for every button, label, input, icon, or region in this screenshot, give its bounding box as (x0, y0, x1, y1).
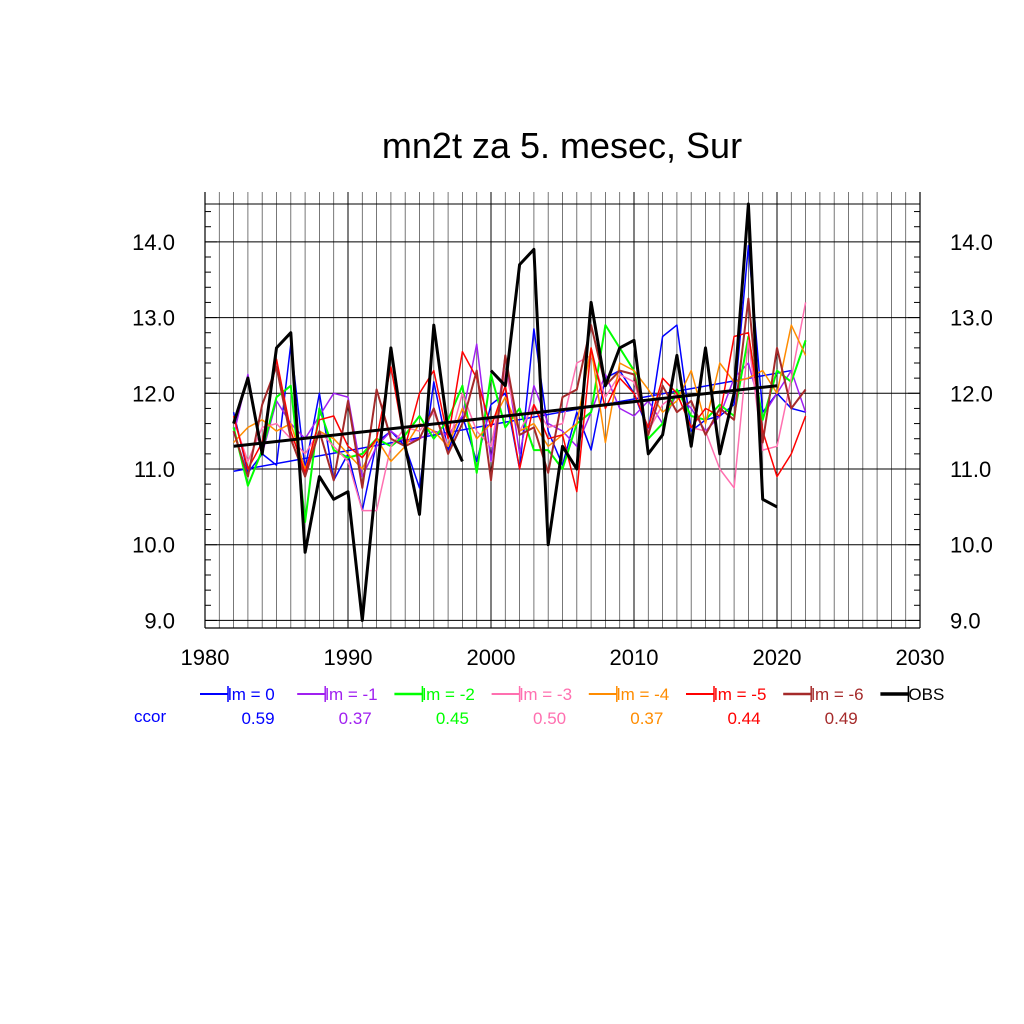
y-tick-label-left: 14.0 (132, 230, 175, 255)
legend-label: lm = -3 (520, 685, 572, 704)
y-tick-label-right: 14.0 (950, 230, 993, 255)
x-tick-label: 2020 (753, 645, 802, 670)
legend-ccor-value: 0.37 (339, 709, 372, 728)
ccor-label: ccor (134, 707, 166, 726)
y-tick-label-right: 13.0 (950, 306, 993, 331)
legend-ccor-value: 0.44 (727, 709, 760, 728)
series-line (232, 297, 807, 489)
y-tick-label-left: 10.0 (132, 533, 175, 558)
legend-label: lm = -1 (325, 685, 377, 704)
legend-label: lm = 0 (228, 685, 275, 704)
legend-ccor-value: 0.50 (533, 709, 566, 728)
legend-label: lm = -5 (714, 685, 766, 704)
legend: lm = 0 0.59 lm = -1 0.37 lm = -2 0.45 lm = -3 0… (134, 685, 944, 728)
x-tick-label: 2030 (896, 645, 945, 670)
legend-ccor-value: 0.59 (241, 709, 274, 728)
y-tick-label-right: 11.0 (950, 457, 991, 482)
y-tick-label-left: 9.0 (144, 608, 175, 633)
x-tick-label: 1990 (324, 645, 373, 670)
y-tick-label-right: 12.0 (950, 381, 993, 406)
legend-label: lm = -6 (811, 685, 863, 704)
axes: 9.0 9.0 10.0 10.0 11.0 11.0 12.0 12.0 13.0 13.0 14… (132, 211, 993, 670)
y-tick-label-left: 13.0 (132, 306, 175, 331)
x-tick-label: 1980 (181, 645, 230, 670)
legend-ccor-value: 0.37 (630, 709, 663, 728)
series-line (232, 202, 778, 622)
plot-frame (204, 192, 921, 629)
legend-ccor-value: 0.49 (825, 709, 858, 728)
chart-title: mn2t za 5. mesec, Sur (382, 125, 742, 166)
y-tick-label-right: 9.0 (950, 608, 981, 633)
legend-label: lm = -4 (617, 685, 669, 704)
legend-label: lm = -2 (422, 685, 474, 704)
y-tick-label-left: 11.0 (134, 457, 175, 482)
trend-line (233, 384, 778, 448)
series-lines (232, 202, 807, 622)
x-tick-label: 2010 (610, 645, 659, 670)
x-tick-label: 2000 (467, 645, 516, 670)
series-line (232, 331, 807, 493)
legend-ccor-value: 0.45 (436, 709, 469, 728)
y-tick-label-right: 10.0 (950, 533, 993, 558)
y-tick-label-left: 12.0 (132, 381, 175, 406)
legend-label: OBS (908, 685, 944, 704)
